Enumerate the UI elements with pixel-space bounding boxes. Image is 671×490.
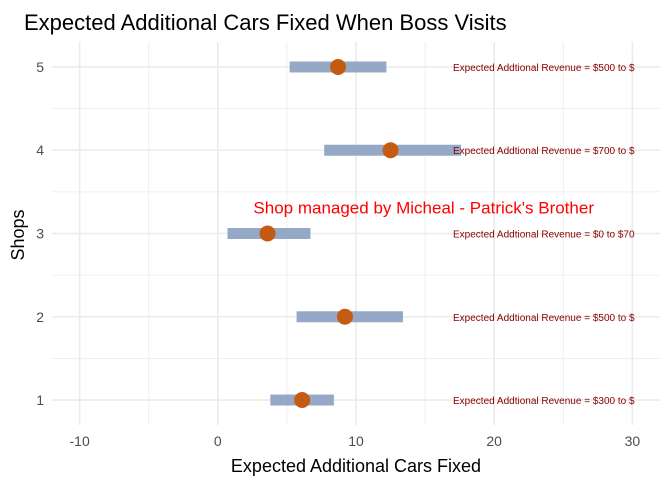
point-layer xyxy=(259,58,399,409)
axis-layer: -10 0 10 20 30 1 2 3 4 5 xyxy=(36,59,640,449)
x-tick-label: 10 xyxy=(348,433,364,449)
revenue-label-shop-2: Expected Addtional Revenue = $500 to $ xyxy=(453,313,635,324)
label-layer: Expected Addtional Revenue = $300 to $ Ex… xyxy=(453,63,635,407)
y-tick-label: 4 xyxy=(36,142,44,158)
revenue-label-shop-5: Expected Addtional Revenue = $500 to $ xyxy=(453,63,635,74)
y-tick-label: 3 xyxy=(36,226,44,242)
y-tick-label: 2 xyxy=(36,309,44,325)
y-axis-label: Shops xyxy=(8,209,28,260)
estimate-point-shop-3 xyxy=(259,225,276,242)
revenue-label-shop-3: Expected Addtional Revenue = $0 to $70 xyxy=(453,230,635,241)
revenue-label-shop-4: Expected Addtional Revenue = $700 to $ xyxy=(453,146,635,157)
revenue-label-shop-1: Expected Addtional Revenue = $300 to $ xyxy=(453,396,635,407)
chart-title: Expected Additional Cars Fixed When Boss… xyxy=(24,10,507,35)
x-tick-label: 0 xyxy=(214,433,222,449)
estimate-point-shop-2 xyxy=(336,308,353,325)
y-tick-label: 1 xyxy=(36,392,44,408)
estimate-point-shop-1 xyxy=(294,392,311,409)
x-tick-label: -10 xyxy=(70,433,90,449)
annotation-text: Shop managed by Micheal - Patrick's Brot… xyxy=(253,199,594,218)
estimate-point-shop-4 xyxy=(382,142,399,159)
estimate-point-shop-5 xyxy=(330,58,347,75)
x-axis-label: Expected Additional Cars Fixed xyxy=(231,456,481,476)
y-tick-label: 5 xyxy=(36,59,44,75)
x-tick-label: 20 xyxy=(486,433,502,449)
x-tick-label: 30 xyxy=(625,433,641,449)
